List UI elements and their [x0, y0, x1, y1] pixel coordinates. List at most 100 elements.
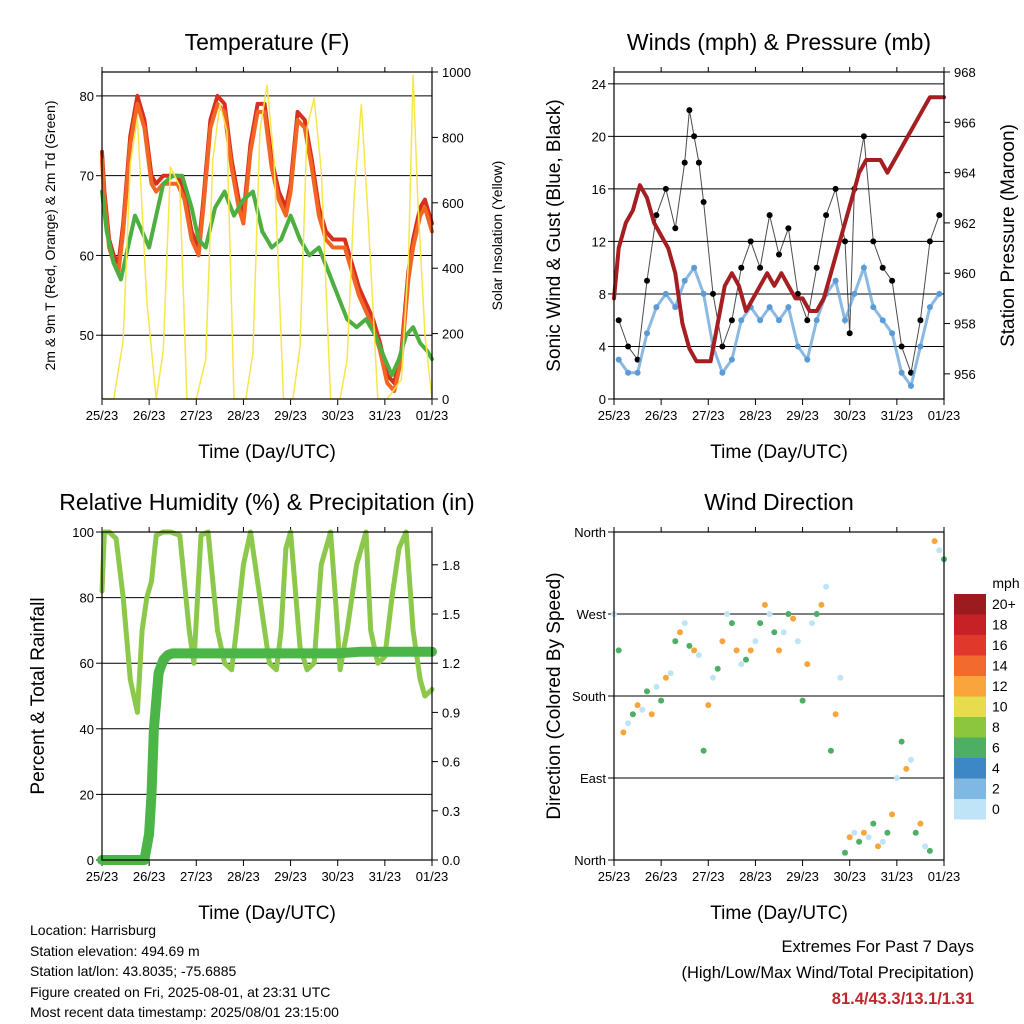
chart-title: Wind Direction — [704, 489, 854, 515]
data-point — [738, 661, 745, 668]
data-point — [851, 829, 858, 836]
x-tick-label: 27/23 — [692, 869, 725, 884]
y-tick-label: 80 — [80, 591, 94, 606]
x-axis-label: Time (Day/UTC) — [198, 442, 336, 463]
y-tick-label: 60 — [80, 656, 94, 671]
data-point — [917, 820, 924, 827]
x-tick-label: 26/23 — [133, 408, 166, 423]
series-line — [618, 110, 940, 375]
series-line — [99, 529, 435, 715]
data-point — [677, 629, 683, 636]
y-right-tick-label: 1.8 — [442, 558, 460, 573]
x-tick-label: 26/23 — [645, 408, 678, 423]
plot-frame — [613, 71, 945, 400]
legend-swatch — [954, 696, 986, 717]
plot-frame — [101, 71, 433, 400]
y-tick-label: 60 — [80, 248, 94, 263]
legend-label: 10 — [992, 699, 1008, 715]
series-line — [617, 262, 941, 390]
y-tick-label: 20 — [592, 129, 606, 144]
y-right-axis-label: Solar Insolation (Yellow) — [489, 161, 505, 311]
series-line — [100, 173, 434, 378]
data-point — [728, 620, 735, 627]
data-point — [860, 829, 867, 836]
x-tick-label: 25/23 — [86, 869, 119, 884]
y-right-tick-label: 956 — [954, 367, 976, 382]
data-point — [695, 652, 702, 658]
x-tick-label: 27/23 — [180, 869, 213, 884]
y-right-tick-label: 800 — [442, 130, 464, 145]
data-point — [813, 611, 820, 617]
y-axis-label: 2m & 9m T (Red, Orange) & 2m Td (Green) — [42, 101, 58, 371]
location-text: Location: Harrisburg — [30, 922, 157, 938]
legend-label: 6 — [992, 740, 1000, 756]
timestamp-text: Most recent data timestamp: 2025/08/01 2… — [30, 1004, 339, 1020]
data-point — [922, 843, 929, 850]
y-axis-label: Direction (Colored By Speed) — [544, 572, 565, 819]
data-point — [875, 843, 881, 850]
y-right-tick-label: 1.2 — [442, 656, 460, 671]
legend-swatch — [954, 676, 986, 697]
y-right-tick-label: 958 — [954, 317, 976, 332]
plot-frame — [101, 531, 433, 861]
x-tick-label: 01/23 — [928, 408, 961, 423]
legend-swatch — [954, 635, 986, 656]
legend-swatch — [954, 778, 986, 799]
data-point — [790, 615, 797, 622]
x-tick-label: 26/23 — [645, 869, 678, 884]
x-tick-label: 29/23 — [786, 869, 819, 884]
y-tick-label: East — [580, 771, 606, 786]
y-tick-label: 12 — [592, 234, 606, 249]
y-right-tick-label: 1.5 — [442, 607, 460, 622]
y-right-tick-label: 968 — [954, 65, 976, 80]
x-axis-label: Time (Day/UTC) — [198, 903, 336, 924]
legend-label: 12 — [992, 678, 1008, 694]
data-point — [681, 620, 688, 627]
data-point — [908, 756, 914, 763]
y-right-tick-label: 600 — [442, 196, 464, 211]
speed-legend: mph 20+ 18 16 14 12 10 8 6 4 2 0 — [954, 575, 1020, 820]
data-point — [639, 706, 646, 713]
elevation-text: Station elevation: 494.69 m — [30, 942, 200, 959]
y-right-tick-label: 0 — [442, 392, 449, 407]
data-point — [926, 847, 933, 854]
legend-swatch — [954, 614, 986, 635]
y-tick-label: North — [574, 525, 606, 540]
data-point — [842, 849, 848, 856]
data-point — [776, 647, 782, 654]
extremes-title: Extremes For Past 7 Days — [781, 938, 974, 956]
legend-swatch — [954, 594, 986, 615]
x-tick-label: 29/23 — [786, 408, 819, 423]
legend-swatch — [954, 737, 986, 758]
legend-label: 8 — [992, 719, 1000, 735]
data-point — [879, 838, 886, 845]
x-tick-label: 25/23 — [598, 869, 631, 884]
data-point — [799, 697, 806, 704]
series-line — [612, 95, 946, 364]
data-point — [686, 642, 693, 649]
y-tick-label: 20 — [80, 787, 94, 802]
x-tick-label: 25/23 — [86, 408, 119, 423]
y-right-tick-label: 1000 — [442, 65, 471, 80]
data-point — [620, 729, 627, 736]
y-tick-label: 100 — [72, 525, 94, 540]
data-point — [761, 601, 768, 608]
data-point — [672, 638, 679, 645]
chart-title: Relative Humidity (%) & Precipitation (i… — [59, 489, 474, 515]
x-axis-label: Time (Day/UTC) — [710, 442, 848, 463]
data-point — [889, 811, 896, 818]
data-point — [766, 611, 773, 617]
data-point — [648, 711, 655, 718]
y-tick-label: 4 — [599, 339, 606, 354]
data-point — [780, 629, 787, 636]
chart-panel-3: 0 20 40 60 80 100 0.0 0.3 0.6 0.9 1.2 1.5 1.8 25/23 26… — [28, 489, 475, 924]
data-point — [615, 647, 622, 654]
data-point — [823, 583, 830, 590]
series-line — [97, 646, 437, 865]
y-right-tick-label: 400 — [442, 261, 464, 276]
x-tick-label: 30/23 — [833, 408, 866, 423]
data-point — [846, 834, 853, 841]
legend-title: mph — [992, 575, 1019, 591]
extremes-values: 81.4/43.3/13.1/1.31 — [831, 990, 974, 1008]
